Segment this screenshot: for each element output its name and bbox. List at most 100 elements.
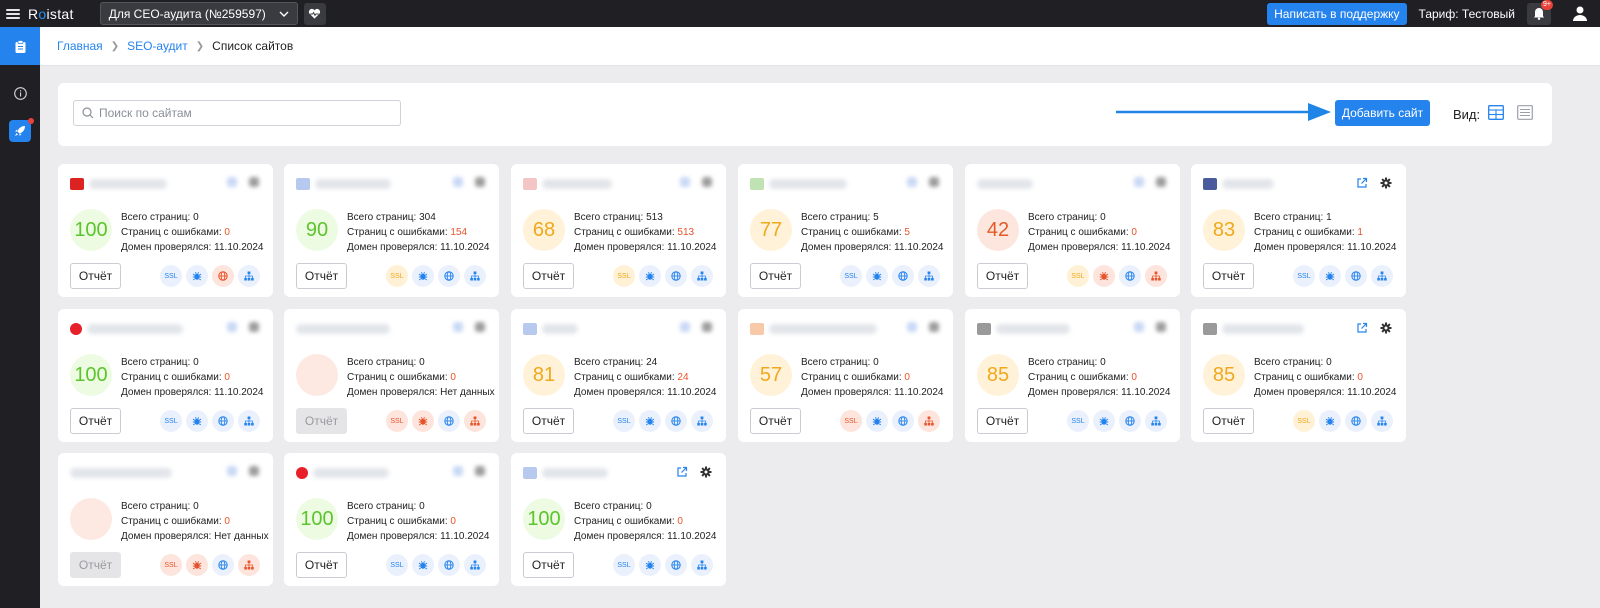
site-domain[interactable] — [542, 324, 578, 334]
gear-icon[interactable] — [702, 322, 712, 332]
grid-view-icon[interactable] — [1488, 105, 1504, 120]
external-link-icon[interactable] — [1134, 322, 1144, 332]
report-button[interactable]: Отчёт — [1203, 263, 1254, 289]
sitemap-icon[interactable] — [238, 554, 260, 576]
report-button[interactable]: Отчёт — [1203, 408, 1254, 434]
external-link-icon[interactable] — [227, 322, 237, 332]
report-button[interactable]: Отчёт — [750, 263, 801, 289]
add-site-button[interactable]: Добавить сайт — [1335, 100, 1430, 126]
report-button[interactable]: Отчёт — [296, 552, 347, 578]
sitemap-icon[interactable] — [238, 265, 260, 287]
sitemap-icon[interactable] — [691, 265, 713, 287]
bug-icon[interactable] — [186, 554, 208, 576]
ssl-check-icon[interactable]: SSL — [160, 265, 182, 287]
report-button[interactable]: Отчёт — [70, 263, 121, 289]
ssl-check-icon[interactable]: SSL — [1067, 410, 1089, 432]
globe-icon[interactable] — [1345, 265, 1367, 287]
ssl-check-icon[interactable]: SSL — [386, 265, 408, 287]
globe-icon[interactable] — [665, 554, 687, 576]
ssl-check-icon[interactable]: SSL — [386, 410, 408, 432]
external-link-icon[interactable] — [453, 322, 463, 332]
sitemap-icon[interactable] — [1371, 410, 1393, 432]
ssl-check-icon[interactable]: SSL — [1067, 265, 1089, 287]
menu-icon[interactable] — [6, 8, 20, 19]
ssl-check-icon[interactable]: SSL — [613, 554, 635, 576]
report-button[interactable]: Отчёт — [977, 408, 1028, 434]
bug-icon[interactable] — [639, 265, 661, 287]
globe-icon[interactable] — [438, 554, 460, 576]
gear-icon[interactable] — [249, 322, 259, 332]
ssl-check-icon[interactable]: SSL — [613, 410, 635, 432]
sitemap-icon[interactable] — [918, 410, 940, 432]
sitemap-icon[interactable] — [1145, 410, 1167, 432]
site-domain[interactable] — [89, 179, 167, 189]
external-link-icon[interactable] — [453, 177, 463, 187]
sidebar-item-clipboard[interactable] — [0, 27, 40, 65]
site-domain[interactable] — [1222, 324, 1304, 334]
bug-icon[interactable] — [1319, 410, 1341, 432]
sitemap-icon[interactable] — [918, 265, 940, 287]
external-link-icon[interactable] — [1134, 177, 1144, 187]
bug-icon[interactable] — [866, 410, 888, 432]
bug-icon[interactable] — [866, 265, 888, 287]
site-domain[interactable] — [1222, 179, 1274, 189]
gear-icon[interactable] — [475, 466, 485, 476]
ssl-check-icon[interactable]: SSL — [840, 265, 862, 287]
gear-icon[interactable] — [1380, 322, 1392, 334]
breadcrumb-seo-audit[interactable]: SEO-аудит — [127, 39, 188, 53]
ssl-check-icon[interactable]: SSL — [1293, 410, 1315, 432]
globe-icon[interactable] — [1119, 265, 1141, 287]
bug-icon[interactable] — [1093, 410, 1115, 432]
bug-icon[interactable] — [186, 410, 208, 432]
globe-icon[interactable] — [1345, 410, 1367, 432]
site-domain[interactable] — [296, 324, 390, 334]
gear-icon[interactable] — [249, 466, 259, 476]
bug-icon[interactable] — [639, 410, 661, 432]
report-button[interactable]: Отчёт — [70, 408, 121, 434]
sitemap-icon[interactable] — [464, 410, 486, 432]
breadcrumb-home[interactable]: Главная — [57, 39, 103, 53]
project-select[interactable]: Для CEO-аудита (№259597) — [99, 2, 298, 25]
bug-icon[interactable] — [1093, 265, 1115, 287]
globe-icon[interactable] — [892, 265, 914, 287]
globe-icon[interactable] — [438, 265, 460, 287]
globe-icon[interactable] — [438, 410, 460, 432]
bug-icon[interactable] — [412, 265, 434, 287]
heart-monitor-icon[interactable] — [303, 2, 326, 25]
ssl-check-icon[interactable]: SSL — [840, 410, 862, 432]
report-button[interactable]: Отчёт — [70, 552, 121, 578]
sitemap-icon[interactable] — [691, 410, 713, 432]
report-button[interactable]: Отчёт — [296, 408, 347, 434]
gear-icon[interactable] — [1156, 177, 1166, 187]
bug-icon[interactable] — [412, 410, 434, 432]
external-link-icon[interactable] — [907, 322, 917, 332]
search-input[interactable]: Поиск по сайтам — [73, 100, 401, 126]
globe-icon[interactable] — [892, 410, 914, 432]
external-link-icon[interactable] — [907, 177, 917, 187]
site-domain[interactable] — [996, 324, 1070, 334]
user-icon[interactable] — [1568, 3, 1592, 25]
external-link-icon[interactable] — [1356, 177, 1368, 189]
external-link-icon[interactable] — [676, 466, 688, 478]
globe-icon[interactable] — [665, 265, 687, 287]
gear-icon[interactable] — [475, 322, 485, 332]
report-button[interactable]: Отчёт — [296, 263, 347, 289]
globe-icon[interactable] — [212, 554, 234, 576]
logo[interactable]: Roistat — [28, 5, 74, 22]
sitemap-icon[interactable] — [691, 554, 713, 576]
sidebar-item-rocket[interactable] — [0, 112, 40, 150]
gear-icon[interactable] — [1380, 177, 1392, 189]
gear-icon[interactable] — [700, 466, 712, 478]
site-domain[interactable] — [769, 324, 877, 334]
ssl-check-icon[interactable]: SSL — [1293, 265, 1315, 287]
ssl-check-icon[interactable]: SSL — [613, 265, 635, 287]
site-domain[interactable] — [313, 468, 389, 478]
report-button[interactable]: Отчёт — [523, 263, 574, 289]
sitemap-icon[interactable] — [1145, 265, 1167, 287]
sitemap-icon[interactable] — [464, 265, 486, 287]
sitemap-icon[interactable] — [464, 554, 486, 576]
sitemap-icon[interactable] — [1371, 265, 1393, 287]
ssl-check-icon[interactable]: SSL — [386, 554, 408, 576]
site-domain[interactable] — [315, 179, 391, 189]
external-link-icon[interactable] — [680, 322, 690, 332]
